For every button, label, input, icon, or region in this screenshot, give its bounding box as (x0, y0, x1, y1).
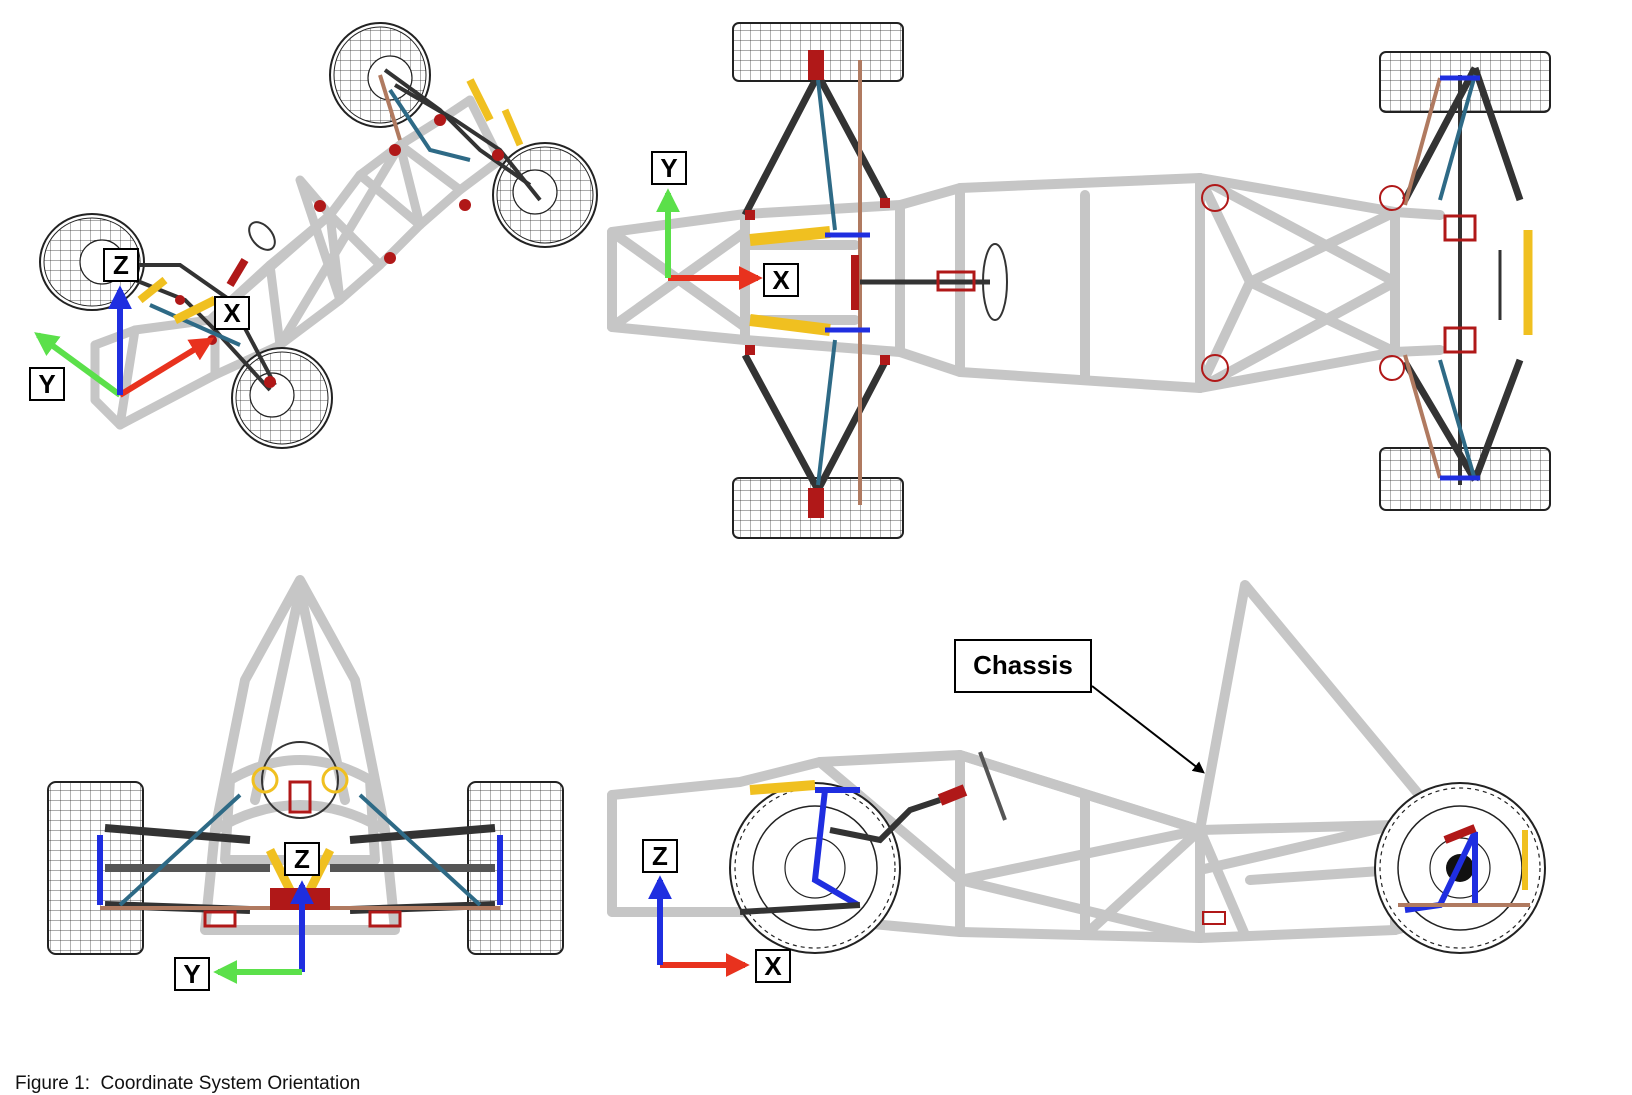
front-axes (213, 880, 314, 984)
top-y-label-box: Y (651, 151, 687, 185)
side-axes (648, 875, 750, 977)
iso-y-label: Y (38, 369, 55, 399)
side-x-label-box: X (755, 949, 791, 983)
front-y-label: Y (183, 959, 200, 989)
side-x-label: X (764, 951, 782, 981)
iso-z-label: Z (113, 250, 129, 280)
iso-x-label: X (223, 298, 241, 328)
iso-axes (34, 285, 215, 398)
side-z-label: Z (652, 841, 668, 871)
top-mount-points (745, 50, 1477, 518)
front-z-label-box: Z (284, 842, 320, 876)
top-x-label: X (772, 265, 790, 295)
side-view: Z X Chassis (607, 580, 1546, 983)
top-chassis-frame (607, 173, 1445, 393)
iso-mount-points (175, 114, 504, 388)
front-view: Z Y (47, 575, 564, 991)
front-suspension (97, 766, 503, 928)
iso-x-axis-arrow (118, 337, 215, 398)
side-z-label-box: Z (642, 839, 678, 873)
iso-y-label-box: Y (29, 367, 65, 401)
front-steering-wheel (261, 741, 339, 819)
top-view: X Y (607, 22, 1551, 539)
chassis-callout-arrow (1091, 685, 1205, 774)
iso-suspension (109, 68, 542, 392)
top-axes (656, 188, 763, 290)
front-y-label-box: Y (174, 957, 210, 991)
figure-caption: Figure 1: Coordinate System Orientation (15, 1073, 361, 1094)
iso-y-axis-arrow (34, 332, 122, 398)
isometric-view: X Y Z (29, 22, 598, 449)
top-x-label-box: X (763, 263, 799, 297)
front-z-label: Z (294, 844, 310, 874)
top-suspension (741, 60, 1533, 505)
side-suspension (739, 751, 1530, 925)
top-y-label: Y (660, 153, 677, 183)
chassis-callout-label: Chassis (973, 650, 1073, 680)
iso-z-label-box: Z (103, 248, 139, 282)
iso-chassis-frame (90, 95, 505, 430)
chassis-callout: Chassis (954, 639, 1205, 774)
front-chassis-frame (200, 575, 400, 935)
iso-x-label-box: X (214, 296, 250, 330)
